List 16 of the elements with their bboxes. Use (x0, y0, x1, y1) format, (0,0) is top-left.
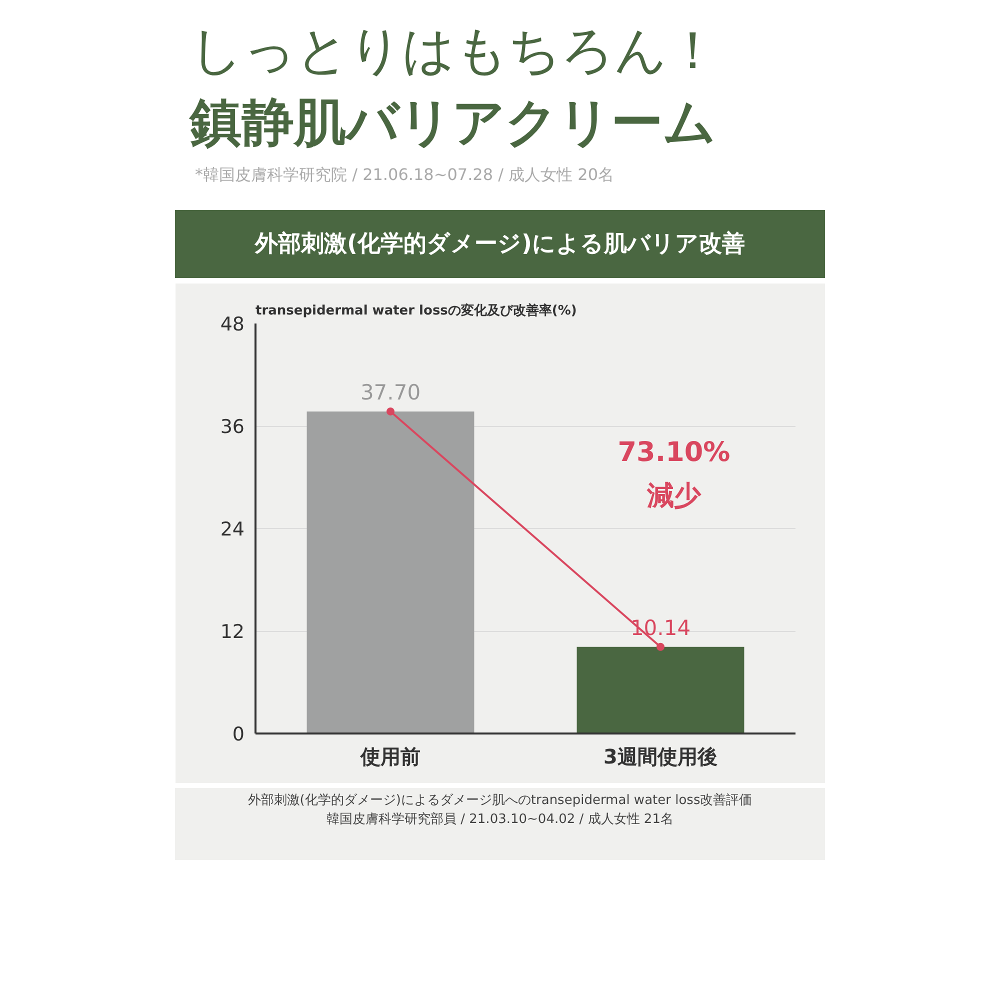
x-tick-label: 3週間使用後 (604, 744, 718, 769)
chart-subtitle: 鎮静肌バリアクリーム (190, 92, 716, 155)
text: 外部刺激(化学的ダメージ)によるダメージ肌へのtransepidermal water loss改善評価 (248, 793, 752, 808)
y-axis-title: transepidermal water lossの変化及び改善率(%) (256, 302, 577, 319)
x-tick-label: 使用前 (360, 744, 420, 769)
data-label: 37.70 (360, 380, 421, 405)
y-tick-label: 0 (232, 724, 245, 746)
text: 韓国皮膚科学研究部員 / 21.03.10~04.02 / 成人女性 21名 (326, 812, 674, 828)
chart-title: しっとりはもちろん！ (190, 20, 719, 82)
y-tick-label: 36 (220, 416, 245, 438)
y-tick-label: 12 (220, 621, 245, 644)
y-tick-label: 48 (220, 314, 245, 336)
text: *韓国皮膚科学研究院 / 21.06.18~07.28 / 成人女性 20名 (195, 164, 614, 186)
annotation: 73.10% 減少 (618, 437, 730, 512)
y-tick-label: 24 (220, 518, 245, 541)
text: 外部刺激(化学的ダメージ)による肌バリア改善 (254, 230, 746, 259)
